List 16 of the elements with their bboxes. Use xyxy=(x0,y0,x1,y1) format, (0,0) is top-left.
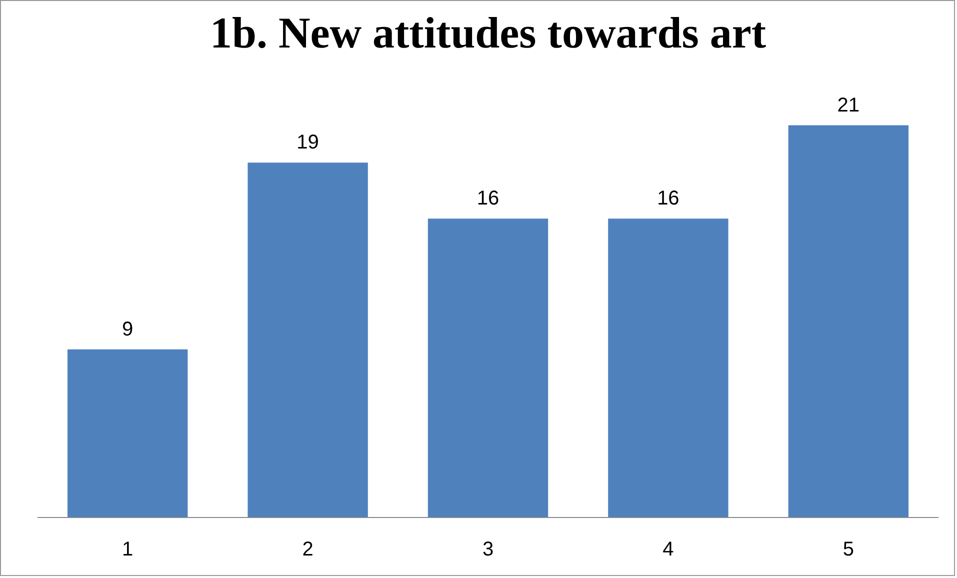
x-tick-label: 5 xyxy=(842,538,854,560)
data-label: 16 xyxy=(476,188,500,210)
x-tick-label: 1 xyxy=(122,538,134,560)
bar xyxy=(248,162,368,518)
data-label: 9 xyxy=(122,318,134,340)
x-tick-label: 2 xyxy=(302,538,314,560)
bar xyxy=(608,218,728,518)
x-tick-label: 3 xyxy=(482,538,494,560)
data-label: 19 xyxy=(296,132,319,154)
bar xyxy=(788,125,908,518)
data-label: 21 xyxy=(837,94,860,116)
data-label: 16 xyxy=(657,188,680,210)
bar xyxy=(428,218,548,518)
x-tick-label: 4 xyxy=(662,538,674,560)
bar xyxy=(68,349,188,518)
chart-title: 1b. New attitudes towards art xyxy=(210,8,766,58)
